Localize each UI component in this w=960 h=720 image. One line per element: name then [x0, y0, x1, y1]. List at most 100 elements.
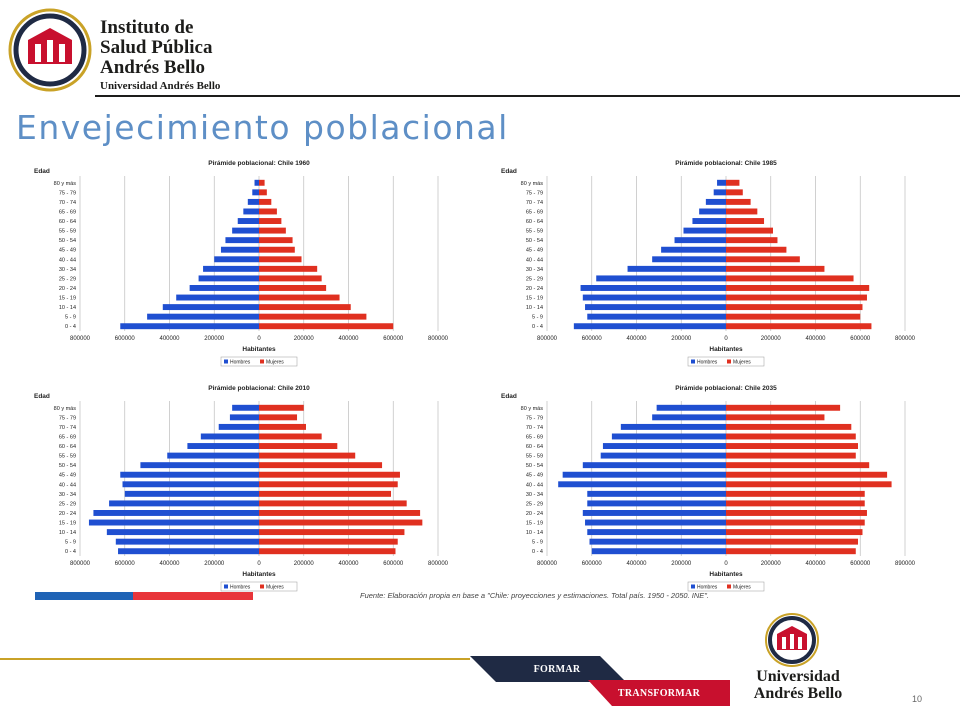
bar-mujeres [726, 500, 865, 507]
y-tick-label: 80 y más [521, 406, 544, 412]
x-tick-label: 600000 [115, 336, 136, 342]
bar-hombres [140, 462, 259, 469]
bar-hombres [214, 256, 259, 263]
bar-mujeres [259, 189, 267, 196]
x-tick-label: 600000 [850, 336, 871, 342]
bar-mujeres [259, 471, 400, 478]
x-tick-label: 200000 [294, 561, 315, 567]
bar-mujeres [726, 189, 743, 196]
y-tick-label: 40 - 44 [526, 482, 543, 488]
y-tick-label: 50 - 54 [59, 463, 76, 469]
x-tick-label: 0 [257, 336, 261, 342]
formar-label: FORMAR [533, 663, 581, 675]
legend-label-hombres: Hombres [697, 585, 718, 591]
y-tick-label: 70 - 74 [59, 425, 76, 431]
bar-hombres [232, 404, 259, 411]
bar-mujeres [726, 404, 841, 411]
university-name: Universidad Andrés Bello [748, 668, 848, 702]
legend-label-mujeres: Mujeres [733, 585, 751, 591]
y-tick-label: 55 - 59 [59, 229, 76, 235]
y-tick-label: 65 - 69 [526, 209, 543, 215]
x-tick-label: 400000 [338, 561, 359, 567]
bar-hombres [717, 179, 726, 186]
y-tick-label: 75 - 79 [59, 415, 76, 421]
legend-label-mujeres: Mujeres [733, 360, 751, 366]
y-tick-label: 25 - 29 [59, 501, 76, 507]
bar-hombres [562, 471, 726, 478]
y-tick-label: 25 - 29 [59, 276, 76, 282]
institute-name: Instituto de Salud Pública Andrés Bello … [100, 18, 220, 93]
x-tick-label: 800000 [895, 336, 916, 342]
bar-mujeres [259, 481, 398, 488]
x-tick-label: 200000 [761, 336, 782, 342]
bar-mujeres [726, 462, 870, 469]
bar-hombres [252, 189, 259, 196]
y-tick-label: 20 - 24 [526, 511, 543, 517]
bar-hombres [109, 500, 260, 507]
x-tick-label: 400000 [805, 336, 826, 342]
bar-mujeres [259, 256, 302, 263]
x-tick-label: 600000 [383, 561, 404, 567]
bar-hombres [106, 529, 259, 536]
y-tick-label: 60 - 64 [526, 444, 543, 450]
bar-mujeres [726, 414, 825, 421]
university-name-line-1: Universidad [756, 668, 840, 685]
bar-mujeres [259, 490, 392, 497]
legend-label-hombres: Hombres [230, 585, 251, 591]
y-tick-label: 30 - 34 [526, 267, 543, 273]
bar-mujeres [259, 548, 396, 555]
bar-hombres [167, 452, 259, 459]
x-tick-label: 400000 [159, 561, 180, 567]
bar-mujeres [726, 548, 856, 555]
header: Instituto de Salud Pública Andrés Bello … [0, 0, 960, 100]
bar-hombres [189, 285, 259, 291]
x-tick-label: 600000 [850, 561, 871, 567]
x-tick-label: 0 [257, 561, 261, 567]
accent-bar-red [133, 592, 253, 600]
bar-hombres [229, 414, 259, 421]
bar-hombres [656, 404, 726, 411]
bar-hombres [580, 285, 726, 291]
chart-title: Pirámide poblacional: Chile 2035 [675, 385, 777, 392]
bar-mujeres [259, 452, 356, 459]
legend-swatch-mujeres [727, 359, 731, 364]
y-tick-label: 10 - 14 [526, 530, 543, 536]
legend-label-hombres: Hombres [697, 360, 718, 366]
bar-hombres [674, 237, 726, 244]
bar-hombres [558, 481, 726, 488]
bar-hombres [652, 414, 726, 421]
legend-label-mujeres: Mujeres [266, 360, 284, 366]
bar-mujeres [259, 218, 282, 224]
y-tick-label: 15 - 19 [526, 296, 543, 302]
chart-title: Pirámide poblacional: Chile 1985 [675, 160, 777, 167]
y-tick-label: 5 - 9 [65, 315, 76, 321]
x-tick-label: 0 [724, 336, 728, 342]
bar-mujeres [259, 414, 298, 421]
bar-mujeres [726, 481, 892, 488]
bar-mujeres [726, 510, 867, 516]
legend-box [687, 581, 765, 592]
y-tick-label: 60 - 64 [59, 219, 76, 225]
bar-hombres [582, 510, 726, 516]
bar-mujeres [259, 423, 306, 430]
bar-hombres [200, 433, 259, 440]
x-tick-label: 0 [724, 561, 728, 567]
bar-mujeres [726, 227, 773, 234]
y-tick-label: 10 - 14 [59, 530, 76, 536]
transformar-banner: TRANSFORMAR [588, 680, 730, 706]
legend-swatch-hombres [691, 359, 695, 364]
bar-mujeres [259, 510, 421, 516]
bar-mujeres [259, 304, 351, 311]
transformar-label: TRANSFORMAR [617, 687, 701, 699]
bar-hombres [254, 179, 259, 186]
legend-swatch-hombres [224, 584, 228, 589]
bar-mujeres [726, 313, 861, 320]
bar-mujeres [726, 423, 852, 430]
y-tick-label: 20 - 24 [59, 511, 76, 517]
x-tick-label: 600000 [582, 336, 603, 342]
bar-mujeres [726, 237, 778, 244]
y-tick-label: 40 - 44 [59, 482, 76, 488]
y-tick-label: 80 y más [54, 181, 77, 187]
bar-hombres [713, 189, 726, 196]
formar-banner: FORMAR [470, 656, 626, 682]
